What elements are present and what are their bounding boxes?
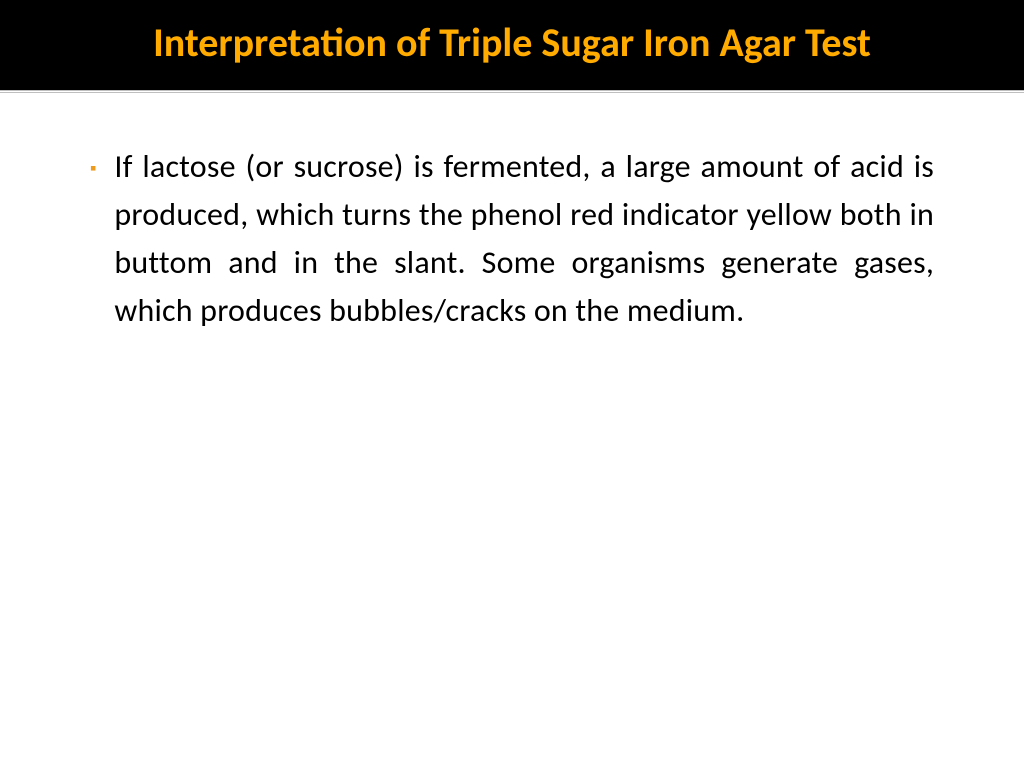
bullet-marker-icon: ▪ (90, 159, 96, 177)
bullet-item: ▪ If lactose (or sucrose) is fermented, … (90, 143, 934, 335)
slide-title: Interpretation of Triple Sugar Iron Agar… (40, 18, 984, 68)
bullet-text: If lactose (or sucrose) is fermented, a … (114, 143, 934, 335)
slide-content: ▪ If lactose (or sucrose) is fermented, … (0, 93, 1024, 375)
slide-header: Interpretation of Triple Sugar Iron Agar… (0, 0, 1024, 90)
